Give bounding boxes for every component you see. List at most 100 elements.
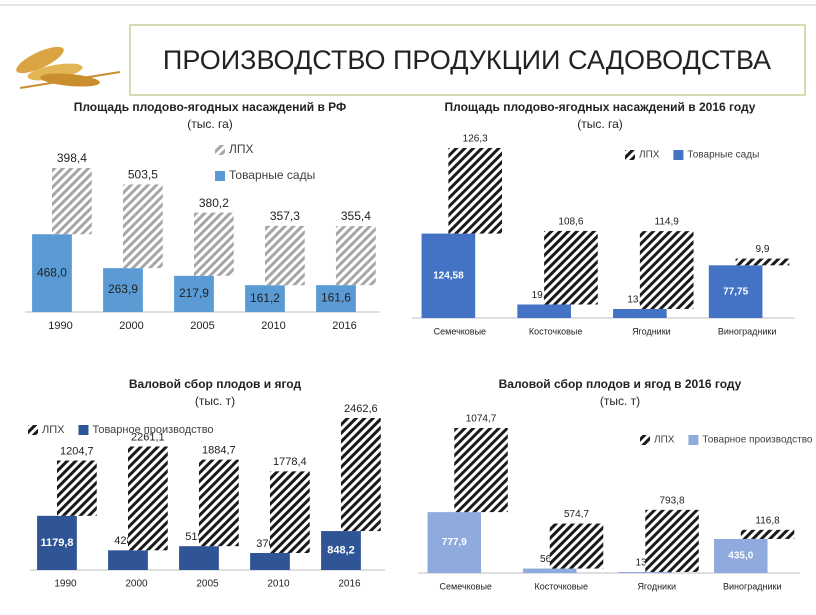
value-label: 355,4 [341,209,371,223]
bar [714,538,768,573]
bar [37,515,77,570]
x-tick-label: 2000 [119,320,143,332]
value-label: 793,8 [660,495,685,506]
value-label: 217,9 [179,286,209,300]
bar [523,568,577,573]
x-tick-label: Ягодники [637,581,676,591]
x-tick-label: Семечковые [434,326,486,336]
chart-panel: Площадь плодово-ягодных насаждений в 201… [412,100,795,336]
bar [245,285,285,312]
hatched-bar [448,148,503,234]
x-tick-label: Виноградники [723,581,782,591]
x-tick-label: 2005 [190,320,214,332]
wheat-icon [16,46,121,89]
legend-swatch [673,150,684,160]
bar [708,265,763,318]
bar [613,308,667,318]
value-label: 1074,7 [466,414,497,425]
value-label: 2462,6 [344,403,378,415]
chart-title: Площадь плодово-ягодных насаждений в РФ [74,100,347,114]
legend-swatch [78,425,89,435]
bar [103,268,143,312]
legend-swatch [688,435,699,445]
value-label: 1884,7 [202,445,236,457]
value-label: 116,8 [755,515,780,526]
chart-title: Валовой сбор плодов и ягод в 2016 году [499,377,742,391]
legend-swatch [640,435,650,445]
hatched-bar [735,258,790,266]
x-tick-label: 1990 [54,579,77,590]
value-label: 380,2 [199,196,229,210]
bar [517,304,571,318]
value-label: 9,9 [755,244,769,255]
value-label: 114,9 [655,217,680,228]
hatched-bar [51,168,92,235]
chart-title: Площадь плодово-ягодных насаждений в 201… [445,100,756,114]
x-tick-label: 2005 [196,579,219,590]
x-tick-label: 2000 [125,579,148,590]
value-label: 1204,7 [60,445,94,457]
hatched-bar [549,523,604,569]
value-label: 2261,1 [131,431,165,443]
hatched-bar [122,184,163,269]
x-tick-label: 1990 [48,320,72,332]
hatched-bar [127,446,168,551]
hatched-bar [740,529,795,539]
bar [179,546,219,570]
legend-swatch [625,150,635,160]
hatched-bar [639,231,694,309]
bar [174,275,214,312]
chart-panel: Валовой сбор плодов и ягод в 2016 году (т… [418,377,813,591]
x-tick-label: 2010 [261,320,285,332]
legend-swatch [215,171,225,181]
hatched-bar [198,459,239,547]
hatched-bar [269,471,310,553]
legend-label: Товарное производство [702,435,813,446]
legend-swatch [215,145,225,155]
legend-label: Товарные сады [229,168,315,182]
x-tick-label: 2016 [338,579,361,590]
value-label: 1778,4 [273,456,307,468]
bar [421,233,476,318]
hatched-bar [454,428,508,513]
legend-label: ЛПХ [229,142,254,156]
chart-panel: Валовой сбор плодов и ягод (тыс. т) 1990 11… [28,377,385,590]
chart-title: Валовой сбор плодов и ягод [129,377,302,391]
value-label: 398,4 [57,151,87,165]
x-tick-label: Виноградники [718,326,777,336]
legend-label: Товарные сады [687,150,759,161]
slide-title: ПРОИЗВОДСТВО ПРОДУКЦИИ САДОВОДСТВА [163,45,771,75]
value-label: 124,58 [433,270,464,281]
x-tick-label: 2010 [267,579,290,590]
bar [321,531,361,570]
x-tick-label: Косточковые [534,581,588,591]
legend-label: ЛПХ [42,424,65,436]
value-label: 357,3 [270,209,300,223]
value-label: 435,0 [728,551,753,562]
value-label: 161,2 [250,291,280,305]
bar [316,285,356,312]
hatched-bar [340,418,381,532]
x-tick-label: Косточковые [529,326,583,336]
legend-label: Товарное производство [92,424,213,436]
legend-label: ЛПХ [654,435,675,446]
chart-subtitle: (тыс. т) [195,394,235,408]
bar [427,512,482,573]
x-tick-label: Ягодники [632,326,671,336]
bar [250,552,290,570]
hatched-bar [645,509,699,572]
chart-subtitle: (тыс. га) [187,117,233,131]
value-label: 503,5 [128,168,158,182]
value-label: 77,75 [723,286,748,297]
bar [618,571,673,573]
bar [108,550,148,570]
legend-swatch [28,425,38,435]
hatched-bar [335,226,376,286]
value-label: 1179,8 [40,537,73,549]
value-label: 263,9 [108,282,138,296]
x-tick-label: Семечковые [440,581,492,591]
chart-subtitle: (тыс. т) [600,394,640,408]
hatched-bar [544,230,598,305]
chart-panel: Площадь плодово-ягодных насаждений в РФ (… [25,100,380,332]
